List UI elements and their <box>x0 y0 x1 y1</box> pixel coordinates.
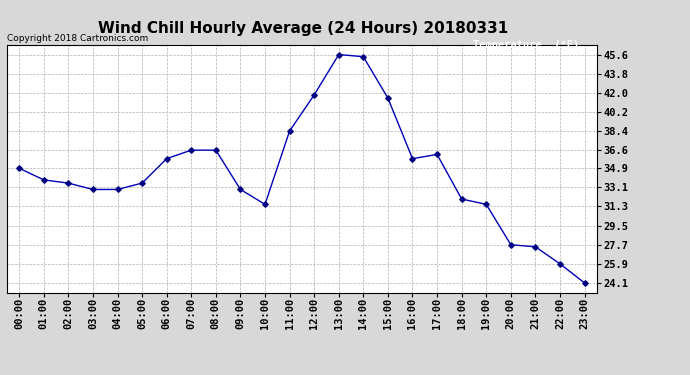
Text: Copyright 2018 Cartronics.com: Copyright 2018 Cartronics.com <box>7 33 148 42</box>
Text: Wind Chill Hourly Average (24 Hours) 20180331: Wind Chill Hourly Average (24 Hours) 201… <box>99 21 509 36</box>
